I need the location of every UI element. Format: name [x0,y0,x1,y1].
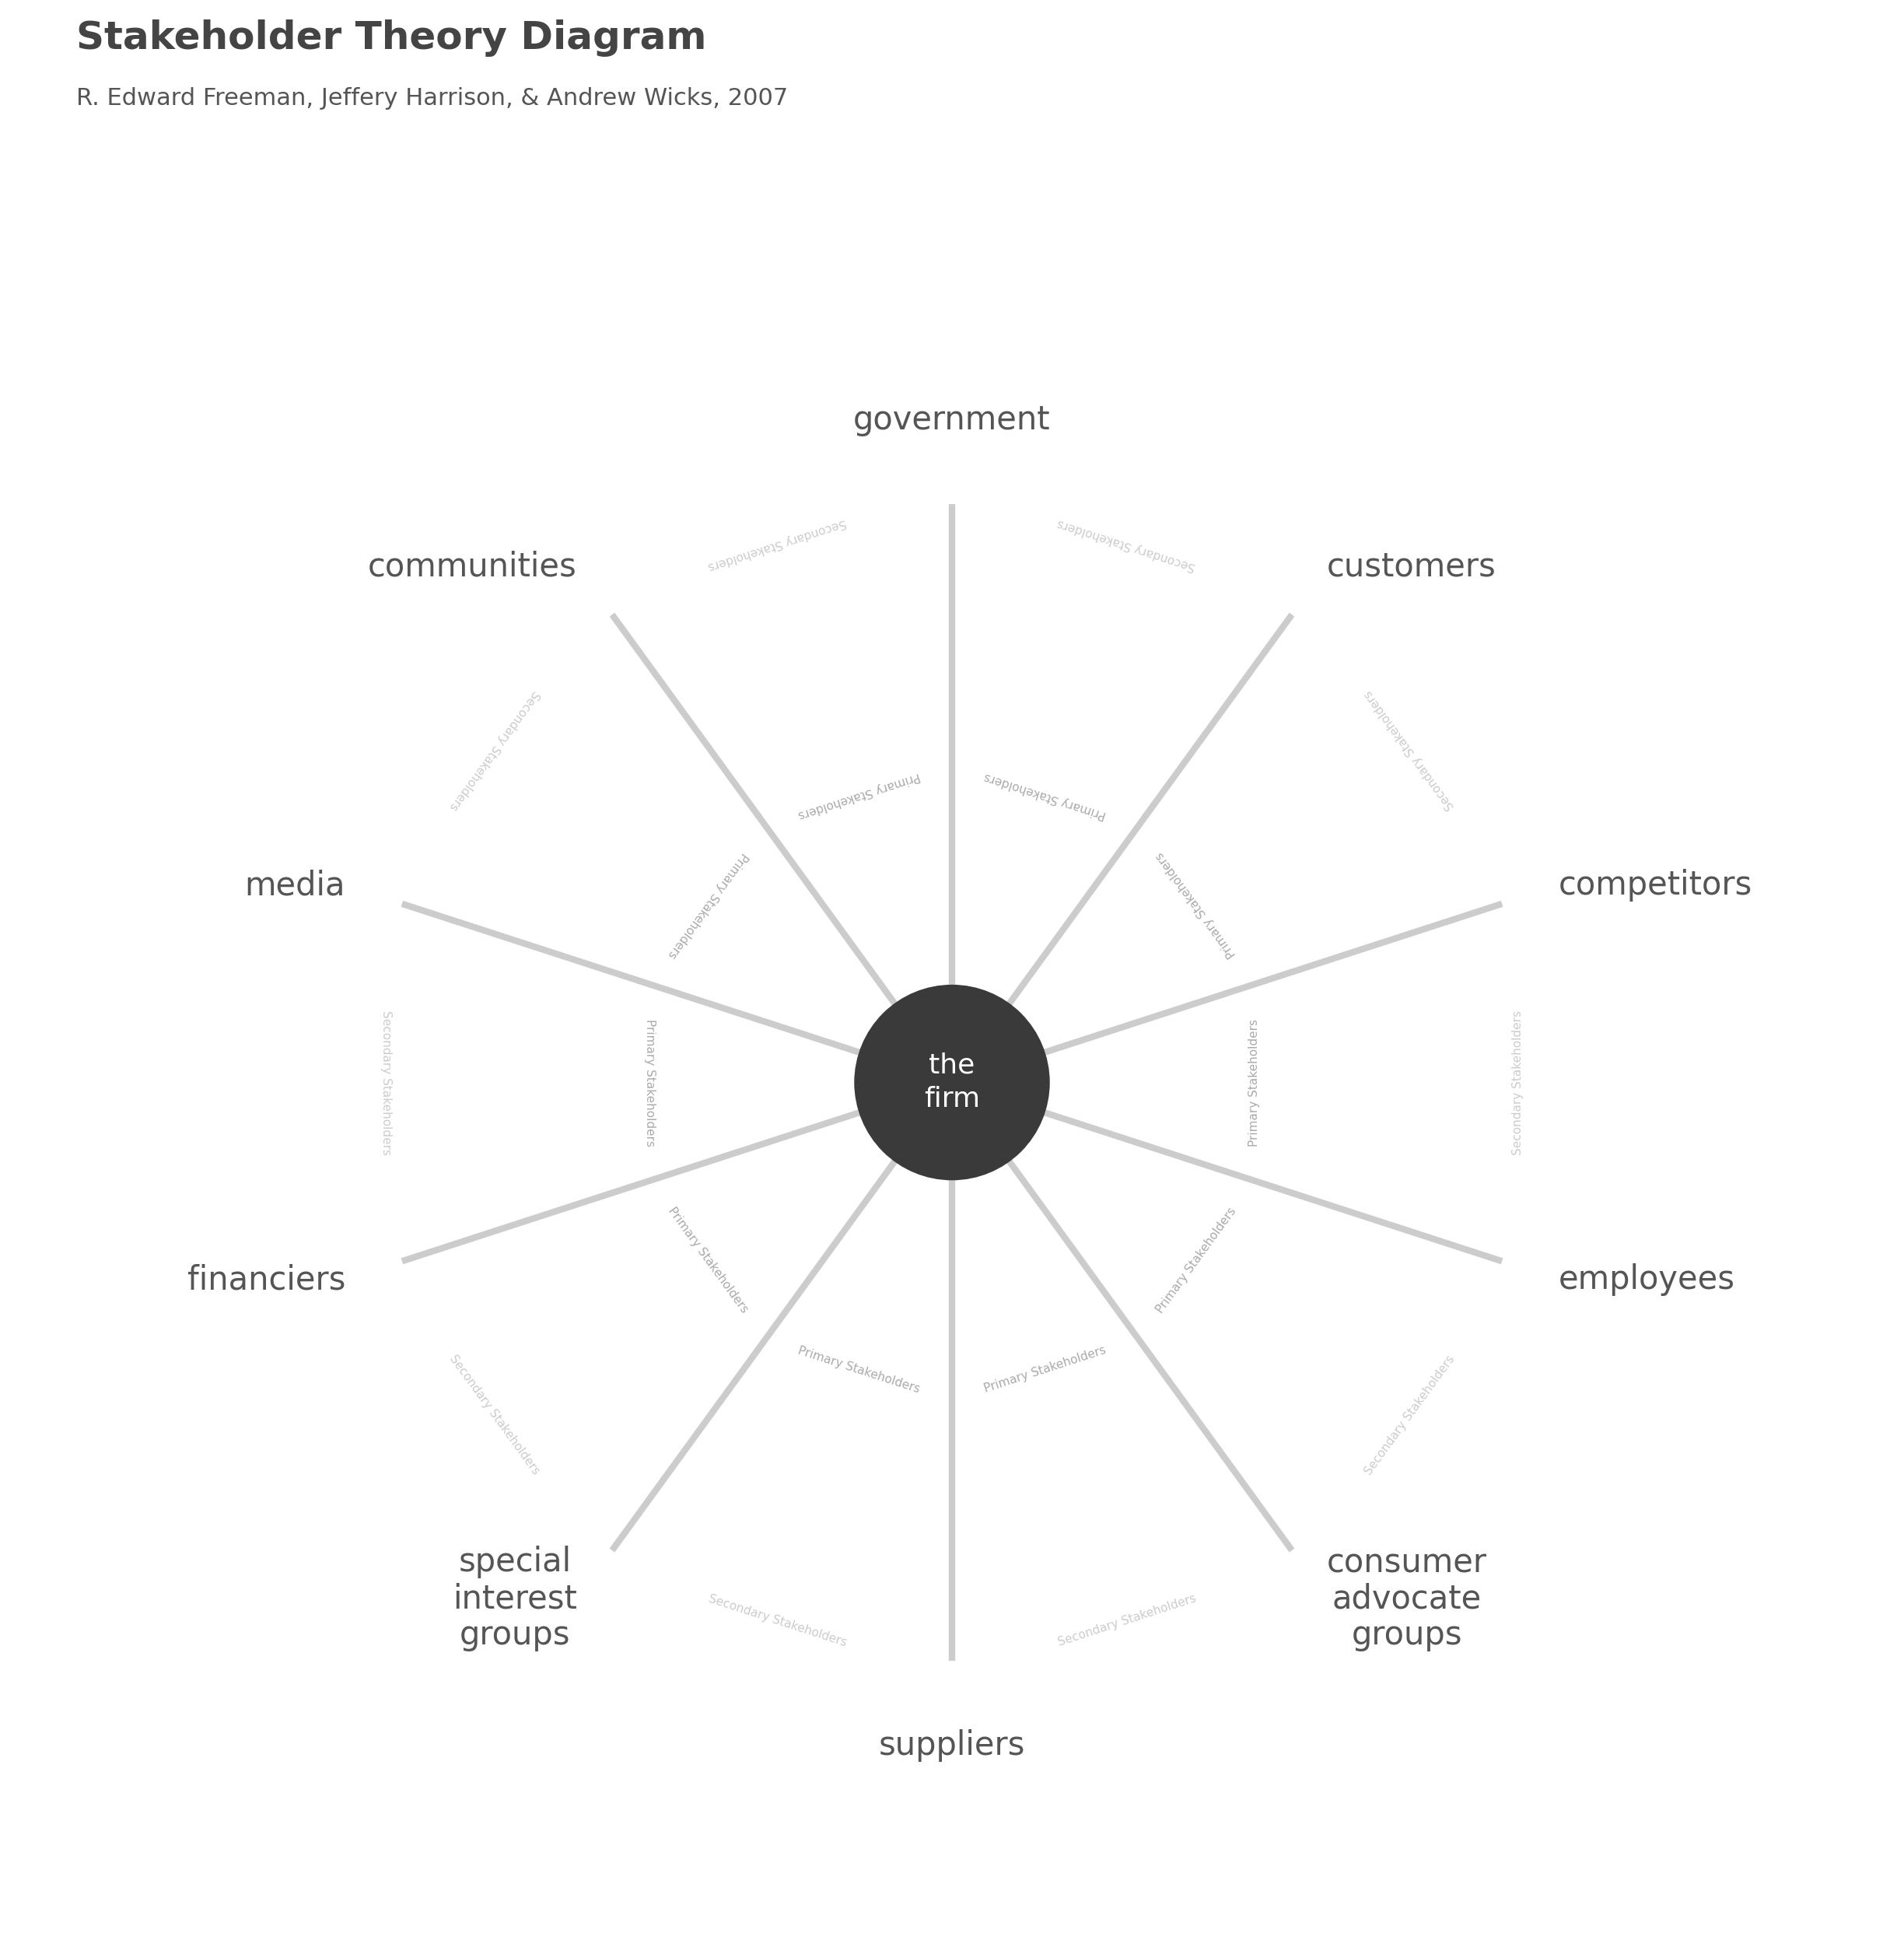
Text: Secondary Stakeholders: Secondary Stakeholders [1361,1353,1457,1477]
Text: Primary Stakeholders: Primary Stakeholders [982,769,1108,822]
Text: communities: communities [367,551,577,582]
Text: Primary Stakeholders: Primary Stakeholders [1154,1204,1238,1314]
Text: media: media [246,870,345,901]
Text: Primary Stakeholders: Primary Stakeholders [1154,851,1238,961]
Text: Secondary Stakeholders: Secondary Stakeholders [447,688,543,812]
Text: Primary Stakeholders: Primary Stakeholders [982,1343,1108,1396]
Text: employees: employees [1559,1264,1735,1295]
Text: Primary Stakeholders: Primary Stakeholders [666,1204,750,1314]
Text: consumer
advocate
groups: consumer advocate groups [1327,1546,1487,1651]
Text: Secondary Stakeholders: Secondary Stakeholders [706,1593,847,1649]
Text: Primary Stakeholders: Primary Stakeholders [796,769,922,822]
Circle shape [855,984,1049,1181]
Text: Secondary Stakeholders: Secondary Stakeholders [1057,516,1198,572]
Text: Secondary Stakeholders: Secondary Stakeholders [447,1353,543,1477]
Text: Secondary Stakeholders: Secondary Stakeholders [1361,688,1457,812]
Text: Primary Stakeholders: Primary Stakeholders [796,1343,922,1396]
Text: Secondary Stakeholders: Secondary Stakeholders [706,516,847,572]
Text: government: government [853,404,1051,437]
Text: the
firm: the firm [923,1052,981,1113]
Text: Secondary Stakeholders: Secondary Stakeholders [381,1011,392,1154]
Text: Primary Stakeholders: Primary Stakeholders [666,851,750,961]
Text: Stakeholder Theory Diagram: Stakeholder Theory Diagram [76,19,706,56]
Text: suppliers: suppliers [880,1728,1024,1761]
Text: Primary Stakeholders: Primary Stakeholders [644,1019,657,1146]
Text: R. Edward Freeman, Jeffery Harrison, & Andrew Wicks, 2007: R. Edward Freeman, Jeffery Harrison, & A… [76,87,788,110]
Text: Primary Stakeholders: Primary Stakeholders [1247,1019,1260,1146]
Text: Secondary Stakeholders: Secondary Stakeholders [1512,1011,1523,1154]
Text: Secondary Stakeholders: Secondary Stakeholders [1057,1593,1198,1649]
Text: competitors: competitors [1559,870,1752,901]
Text: financiers: financiers [187,1264,345,1295]
Text: special
interest
groups: special interest groups [453,1546,577,1651]
Text: customers: customers [1327,551,1497,582]
